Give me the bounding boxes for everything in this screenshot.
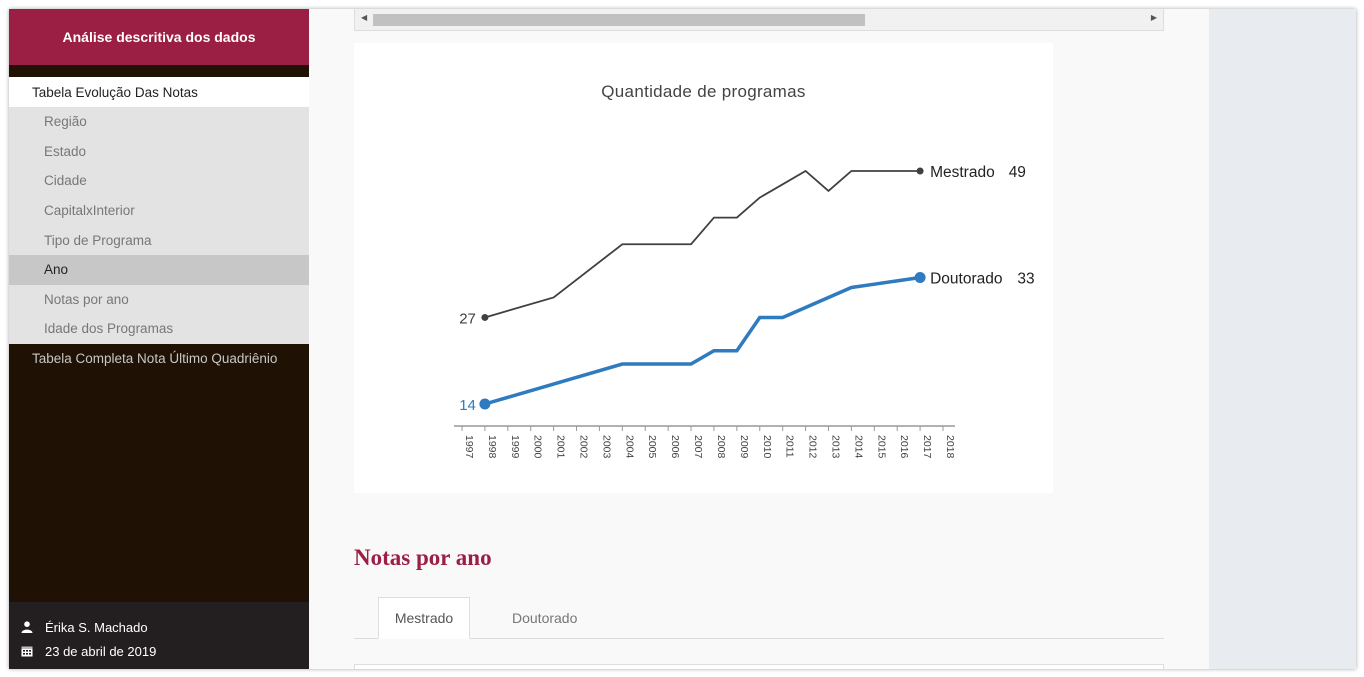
main-content: ◀ ▶ Quantidade de programas 1997 1998 1999… bbox=[309, 9, 1209, 669]
x-tick-label: 2018 bbox=[944, 435, 956, 459]
x-tick-label: 2009 bbox=[738, 435, 750, 459]
scroll-left-icon[interactable]: ◀ bbox=[361, 13, 368, 22]
right-pane bbox=[1209, 9, 1356, 669]
sidebar-group-evolucao[interactable]: Tabela Evolução Das Notas bbox=[9, 77, 309, 107]
x-tick-label: 2008 bbox=[715, 435, 727, 459]
app-window: Análise descritiva dos dados Tabela Evol… bbox=[9, 9, 1356, 669]
series-start-label: 14 bbox=[459, 397, 476, 414]
x-tick-label: 2001 bbox=[555, 435, 567, 459]
series-end-label: 49 bbox=[1009, 164, 1026, 181]
sidebar-item-estado[interactable]: Estado bbox=[44, 143, 87, 159]
x-tick-label: 2011 bbox=[784, 435, 796, 458]
author-name: Érika S. Machado bbox=[45, 619, 148, 635]
section-title: Notas por ano bbox=[354, 545, 492, 570]
x-tick-label: 2012 bbox=[807, 435, 819, 459]
x-tick-label: 2010 bbox=[761, 435, 773, 459]
series-start-label: 27 bbox=[459, 310, 476, 327]
x-tick-label: 2017 bbox=[921, 435, 933, 459]
x-tick-label: 2002 bbox=[578, 435, 590, 459]
x-tick-label: 2014 bbox=[852, 435, 864, 459]
sidebar-item-ano[interactable]: Ano bbox=[9, 254, 309, 285]
series-end-point bbox=[914, 272, 926, 284]
sidebar: Análise descritiva dos dados Tabela Evol… bbox=[9, 9, 309, 669]
series-start-point bbox=[479, 398, 491, 410]
series-name-label: Mestrado bbox=[930, 164, 995, 181]
x-tick-label: 2015 bbox=[875, 435, 887, 459]
x-tick-label: 2013 bbox=[829, 435, 841, 459]
scroll-right-icon[interactable]: ▶ bbox=[1150, 13, 1157, 22]
chart-title: Quantidade de programas bbox=[601, 82, 806, 101]
calendar-icon bbox=[21, 645, 45, 657]
sidebar-item-cidade[interactable]: Cidade bbox=[44, 173, 87, 189]
tab-doutorado[interactable]: Doutorado bbox=[512, 610, 578, 626]
line-chart: 1997 1998 1999 2000 2001 2002 2003 2004 2005 2006… bbox=[454, 164, 1035, 459]
sidebar-item-regiao[interactable]: Região bbox=[44, 114, 87, 130]
sidebar-title: Análise descritiva dos dados bbox=[9, 9, 309, 65]
x-tick-label: 1998 bbox=[486, 435, 498, 459]
sidebar-group-nota-quadrienio[interactable]: Tabela Completa Nota Último Quadriênio bbox=[32, 350, 278, 366]
series-line-mestrado bbox=[484, 169, 921, 319]
sidebar-footer: Érika S. Machado 23 de abril de 2019 bbox=[9, 602, 309, 669]
series-name-label: Doutorado bbox=[930, 271, 1002, 288]
series-start-point bbox=[481, 313, 489, 321]
x-tick-label: 2000 bbox=[532, 435, 544, 459]
x-tick-label: 1997 bbox=[463, 435, 475, 459]
x-tick-label: 2007 bbox=[692, 435, 704, 459]
series-line-doutorado bbox=[484, 275, 921, 406]
sidebar-item-idade-programas[interactable]: Idade dos Programas bbox=[44, 321, 174, 337]
x-tick-label: 2003 bbox=[600, 435, 612, 459]
tab-mestrado[interactable]: Mestrado bbox=[378, 597, 470, 639]
sidebar-item-tipo-programa[interactable]: Tipo de Programa bbox=[44, 232, 152, 248]
series-end-point bbox=[916, 167, 924, 175]
user-icon bbox=[21, 621, 45, 633]
x-tick-label: 2005 bbox=[646, 435, 658, 459]
sidebar-submenu: Região Estado Cidade CapitalxInterior Ti… bbox=[9, 107, 309, 344]
report-date: 23 de abril de 2019 bbox=[45, 643, 157, 659]
x-tick-label: 2016 bbox=[898, 435, 910, 459]
x-tick-label: 2006 bbox=[669, 435, 681, 459]
horizontal-scrollbar[interactable]: ◀ ▶ bbox=[354, 9, 1164, 31]
sidebar-item-notas-por-ano[interactable]: Notas por ano bbox=[44, 291, 129, 307]
sidebar-item-capitalxinterior[interactable]: CapitalxInterior bbox=[44, 203, 135, 219]
tab-panel bbox=[354, 664, 1164, 669]
chart-card: Quantidade de programas 1997 1998 1999 2000… bbox=[354, 43, 1053, 493]
tab-bar: Mestrado Doutorado bbox=[354, 597, 1164, 639]
x-tick-label: 2004 bbox=[623, 435, 635, 459]
series-end-label: 33 bbox=[1017, 271, 1034, 288]
scrollbar-thumb[interactable] bbox=[373, 14, 865, 26]
sidebar-divider bbox=[9, 65, 309, 77]
x-tick-label: 1999 bbox=[509, 435, 521, 459]
